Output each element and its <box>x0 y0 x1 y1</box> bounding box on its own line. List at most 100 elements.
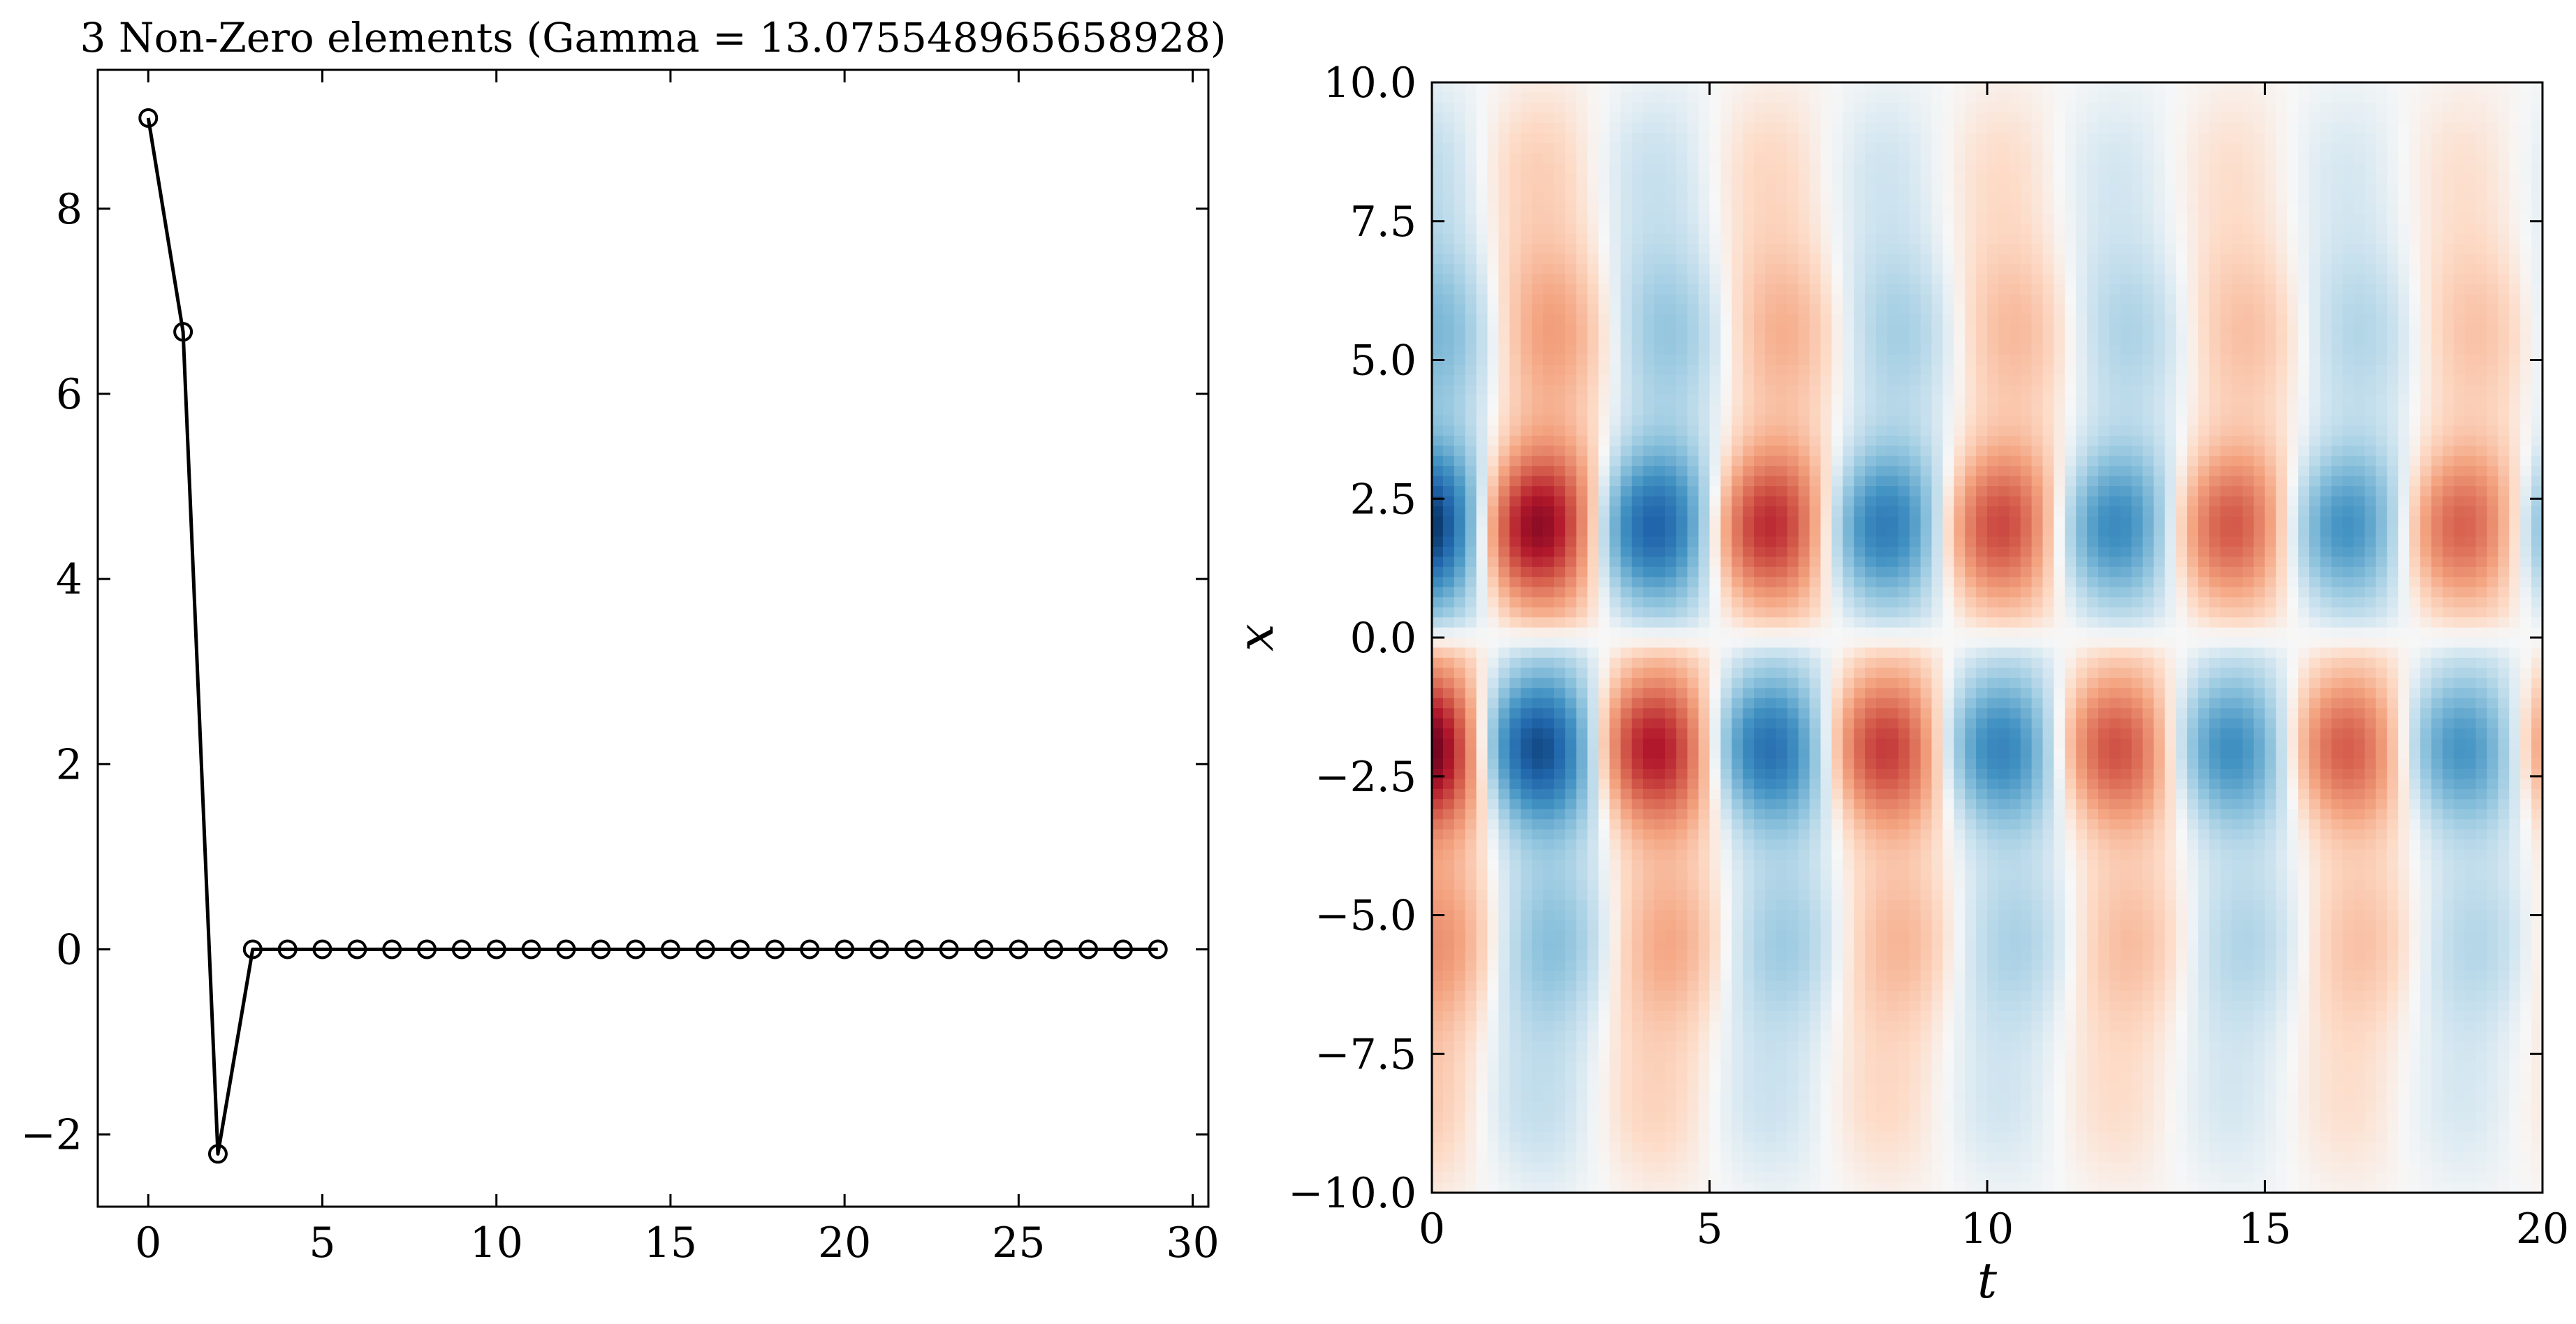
heatmap-cell <box>1576 546 1588 557</box>
heatmap-cell <box>1854 355 1866 366</box>
heatmap-cell <box>1664 1152 1677 1163</box>
heatmap-cell <box>1654 425 1666 436</box>
heatmap-cell <box>1798 587 1810 598</box>
heatmap-cell <box>1765 112 1777 124</box>
heatmap-cell <box>1909 527 1922 538</box>
heatmap-cell <box>1754 607 1766 618</box>
heatmap-cell <box>1909 779 1922 790</box>
heatmap-cell <box>1609 597 1621 608</box>
heatmap-cell <box>1432 133 1444 144</box>
heatmap-cell <box>1632 607 1644 618</box>
heatmap-cell <box>1664 647 1677 659</box>
heatmap-cell <box>1565 708 1577 719</box>
heatmap-cell <box>1598 779 1610 790</box>
heatmap-cell <box>1854 971 1866 982</box>
heatmap-cell <box>1509 365 1521 376</box>
heatmap-cell <box>1831 284 1843 295</box>
heatmap-cell <box>1865 476 1877 487</box>
heatmap-cell <box>1454 334 1466 346</box>
heatmap-cell <box>1643 183 1655 194</box>
heatmap-cell <box>1787 344 1799 355</box>
heatmap-cell <box>1776 668 1788 679</box>
heatmap-cell <box>1798 92 1810 103</box>
heatmap-cell <box>1720 1071 1732 1082</box>
heatmap-cell <box>1620 1142 1632 1153</box>
heatmap-cell <box>1454 344 1466 355</box>
heatmap-cell <box>1898 496 1910 507</box>
heatmap-cell <box>1720 668 1732 679</box>
heatmap-cell <box>1776 597 1788 608</box>
heatmap-cell <box>1887 647 1899 659</box>
heatmap-cell <box>1465 940 1477 951</box>
heatmap-cell <box>1876 1001 1888 1012</box>
heatmap-cell <box>1876 1152 1888 1163</box>
heatmap-cell <box>1709 284 1721 295</box>
heatmap-cell <box>1465 223 1477 235</box>
heatmap-cell <box>1887 566 1899 578</box>
heatmap-cell <box>1532 910 1544 921</box>
heatmap-cell <box>1776 920 1788 931</box>
heatmap-cell <box>1765 1172 1777 1184</box>
heatmap-cell <box>1465 213 1477 224</box>
heatmap-cell <box>1865 244 1877 255</box>
heatmap-cell <box>1643 122 1655 133</box>
heatmap-cell <box>1843 1010 1854 1022</box>
heatmap-cell <box>1920 355 1933 366</box>
heatmap-cell <box>1565 728 1577 740</box>
heatmap-cell <box>1664 425 1677 436</box>
heatmap-cell <box>1720 728 1732 740</box>
heatmap-cell <box>1465 749 1477 760</box>
heatmap-cell <box>1587 627 1600 638</box>
heatmap-cell <box>1620 1162 1632 1173</box>
heatmap-cell <box>1620 1121 1632 1133</box>
heatmap-cell <box>1687 1121 1699 1133</box>
heatmap-cell <box>1476 1101 1488 1112</box>
heatmap-cell <box>1598 557 1610 568</box>
heatmap-cell <box>1843 768 1854 779</box>
heatmap-cell <box>1865 133 1877 144</box>
heatmap-cell <box>1676 799 1688 810</box>
heatmap-cell <box>1543 688 1555 699</box>
heatmap-cell <box>1865 1132 1877 1143</box>
heatmap-cell <box>1698 122 1711 133</box>
heatmap-cell <box>1532 607 1544 618</box>
heatmap-cell <box>1632 930 1644 941</box>
heatmap-cell <box>1909 728 1922 740</box>
heatmap-cell <box>1643 1142 1655 1153</box>
heatmap-cell <box>1798 1172 1810 1184</box>
heatmap-cell <box>1587 122 1600 133</box>
heatmap-cell <box>1754 425 1766 436</box>
heatmap-cell <box>1920 587 1933 598</box>
heatmap-cell <box>1509 375 1521 386</box>
heatmap-cell <box>1632 788 1644 800</box>
heatmap-cell <box>1521 708 1532 719</box>
heatmap-cell <box>1498 213 1510 224</box>
heatmap-cell <box>1743 869 1755 881</box>
heatmap-cell <box>1854 1132 1866 1143</box>
heatmap-cell <box>1743 1041 1755 1052</box>
heatmap-cell <box>1487 506 1499 517</box>
heatmap-cell <box>1765 1041 1777 1052</box>
heatmap-cell <box>1543 163 1555 174</box>
heatmap-cell <box>1920 425 1933 436</box>
heatmap-cell <box>1732 496 1743 507</box>
heatmap-cell <box>1442 849 1455 860</box>
heatmap-cell <box>1887 112 1899 124</box>
heatmap-cell <box>1798 869 1810 881</box>
heatmap-cell <box>1720 1152 1732 1163</box>
heatmap-cell <box>1865 899 1877 911</box>
heatmap-cell <box>1620 607 1632 618</box>
heatmap-cell <box>1743 950 1755 962</box>
heatmap-cell <box>1709 435 1721 446</box>
heatmap-cell <box>1454 1142 1466 1153</box>
heatmap-cell <box>1498 1001 1510 1012</box>
heatmap-cell <box>1920 698 1933 709</box>
heatmap-cell <box>1654 869 1666 881</box>
heatmap-cell <box>1754 385 1766 396</box>
heatmap-cell <box>1465 546 1477 557</box>
heatmap-cell <box>1521 314 1532 325</box>
heatmap-cell <box>1654 486 1666 497</box>
heatmap-cell <box>1598 728 1610 740</box>
heatmap-cell <box>1521 455 1532 466</box>
